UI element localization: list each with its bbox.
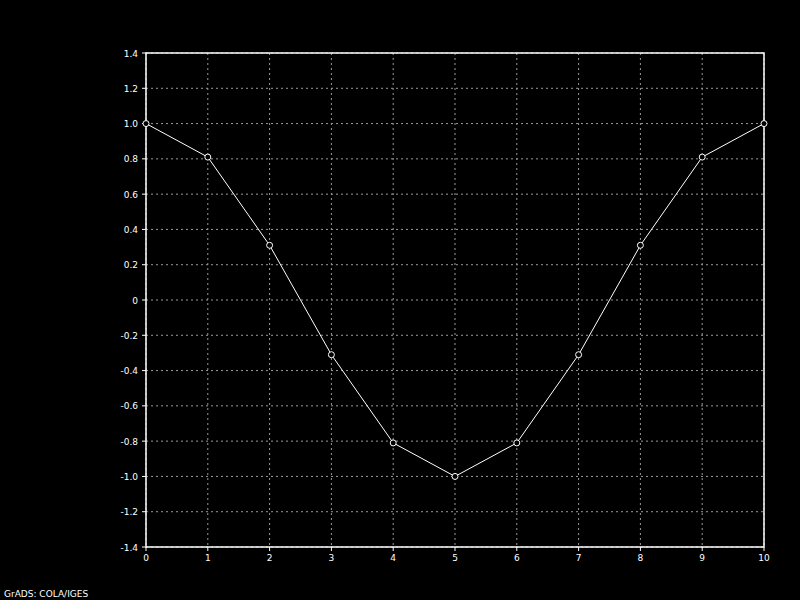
y-tick-label: -1.2 (120, 507, 138, 517)
background (0, 0, 800, 600)
marker (390, 440, 396, 446)
chart: -1.4 -1.2 -1.0 -0.8 -0.6 -0.4 -0.2 0 0.2 0.4 0.6 0.… (0, 0, 800, 600)
x-grid-line (331, 53, 332, 547)
y-tick-label: -0.8 (120, 437, 138, 447)
y-tick-label: -1.0 (120, 472, 138, 482)
x-grid-line (578, 53, 579, 547)
grid (142, 53, 764, 551)
y-tick-label: -1.4 (120, 543, 138, 553)
marker (143, 121, 149, 127)
y-tick-label: 1.4 (124, 49, 139, 59)
x-tick-label: 5 (452, 553, 458, 563)
x-tick-label: 10 (758, 553, 770, 563)
x-tick-label: 9 (699, 553, 705, 563)
x-tick-label: 8 (638, 553, 644, 563)
x-grid-line (640, 53, 641, 547)
y-tick-label: 0.4 (124, 225, 139, 235)
y-grid-line (146, 511, 764, 512)
x-grid-line (393, 53, 394, 547)
x-grid-line (269, 53, 270, 547)
y-tick-label: 0.8 (124, 154, 139, 164)
y-tick-label: -0.6 (120, 401, 138, 411)
marker (637, 242, 643, 248)
x-grid-line (455, 53, 456, 547)
x-grid-line (702, 53, 703, 547)
marker (452, 473, 458, 479)
marker (514, 440, 520, 446)
x-tick-label: 1 (205, 553, 211, 563)
marker (267, 242, 273, 248)
y-tick-label: 1.2 (124, 84, 138, 94)
x-tick-label: 7 (576, 553, 582, 563)
y-tick-label: 1.0 (124, 119, 139, 129)
marker (699, 154, 705, 160)
y-grid-line (146, 370, 764, 371)
series (143, 121, 767, 480)
series-line (146, 124, 764, 477)
marker (761, 121, 767, 127)
x-tick-label: 3 (329, 553, 335, 563)
plot-frame (146, 53, 764, 547)
y-tick-label: -0.2 (120, 331, 138, 341)
y-tick-label: -0.4 (120, 366, 138, 376)
x-tick-label: 4 (390, 553, 396, 563)
x-tick-label: 6 (514, 553, 520, 563)
y-tick-label: 0.6 (124, 190, 139, 200)
annotation: GrADS: COLA/IGES (4, 589, 88, 599)
marker (205, 154, 211, 160)
y-tick-label: 0 (132, 296, 138, 306)
marker (328, 352, 334, 358)
x-grid-line (207, 53, 208, 547)
x-tick-label: 2 (267, 553, 273, 563)
tick-labels: -1.4 -1.2 -1.0 -0.8 -0.6 -0.4 -0.2 0 0.2 0.4 0.6 0.… (120, 49, 770, 564)
x-grid-line (516, 53, 517, 547)
y-grid-line (146, 441, 764, 442)
chart-root: -1.4 -1.2 -1.0 -0.8 -0.6 -0.4 -0.2 0 0.2 0.4 0.6 0.… (0, 0, 800, 600)
marker (576, 352, 582, 358)
y-tick-label: 0.2 (124, 260, 138, 270)
x-tick-label: 0 (143, 553, 149, 563)
y-grid-line (146, 405, 764, 406)
